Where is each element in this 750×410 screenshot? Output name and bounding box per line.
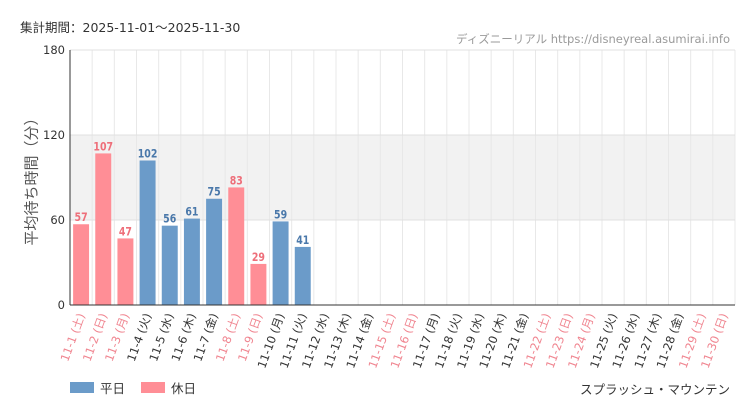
bars (73, 153, 311, 305)
bar-11-8 (土) (228, 187, 245, 305)
y-tick-label: 120 (43, 128, 65, 142)
bar-11-7 (金) (206, 198, 223, 305)
source-credit: ディズニーリアル https://disneyreal.asumirai.inf… (456, 32, 730, 46)
attraction-name: スプラッシュ・マウンテン (579, 382, 730, 397)
y-tick-label: 60 (50, 213, 65, 227)
data-labels: 57 107 47 102 56 61 75 83 29 59 41 (75, 141, 310, 265)
bar-11-1 (土) (73, 224, 90, 305)
bar-11-2 (日) (95, 153, 112, 305)
data-label-11-7 (金): 75 (208, 186, 221, 199)
data-label-11-8 (土): 83 (230, 175, 243, 188)
data-label-11-10 (月): 59 (274, 209, 287, 222)
bar-11-5 (水) (161, 225, 178, 305)
data-label-11-5 (水): 56 (163, 213, 176, 226)
bar-11-6 (木) (183, 218, 200, 305)
legend-label-weekday: 平日 (100, 381, 126, 396)
legend-swatch-holiday (141, 382, 166, 393)
bar-11-11 (火) (294, 246, 311, 305)
bar-11-4 (火) (139, 160, 156, 305)
data-label-11-9 (日): 29 (252, 251, 265, 264)
data-label-11-2 (日): 107 (93, 141, 113, 154)
data-label-11-1 (土): 57 (75, 211, 88, 224)
period-label: 集計期間：2025-11-01～2025-11-30 (20, 20, 241, 35)
legend-item-holiday: 休日 (141, 378, 196, 397)
legend-swatch-weekday (70, 382, 94, 393)
y-tick-label: 180 (43, 43, 65, 57)
legend: 平日 休日 (70, 378, 212, 397)
data-label-11-6 (木): 61 (185, 206, 198, 219)
legend-item-weekday: 平日 (70, 378, 125, 397)
bar-11-9 (日) (250, 263, 267, 305)
legend-label-holiday: 休日 (171, 381, 197, 396)
bar-11-3 (月) (117, 238, 134, 305)
y-tick-label: 0 (58, 298, 65, 312)
data-label-11-4 (火): 102 (138, 148, 158, 161)
data-label-11-3 (月): 47 (119, 226, 132, 239)
bar-11-10 (月) (272, 221, 289, 305)
data-label-11-11 (火): 41 (296, 234, 309, 247)
